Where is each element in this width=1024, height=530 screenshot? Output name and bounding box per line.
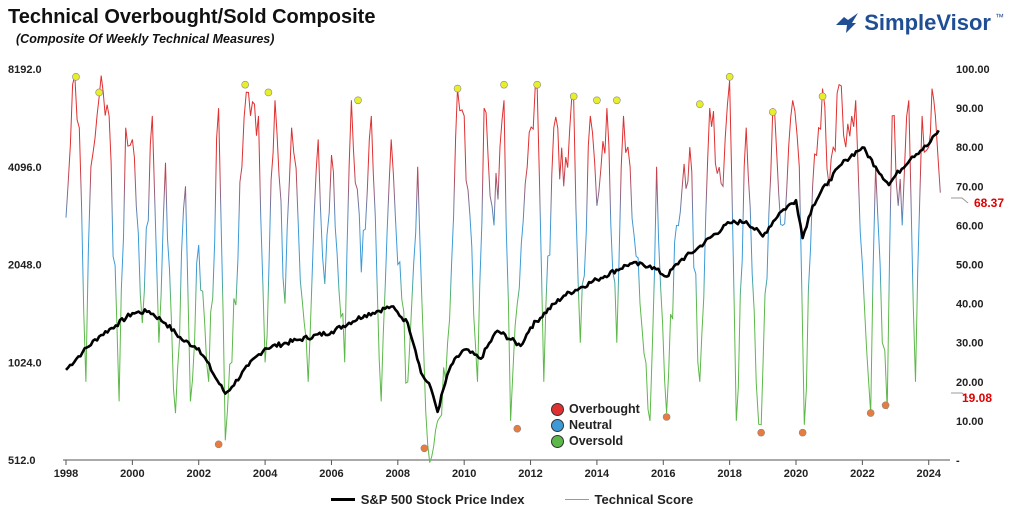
x-tick-label: 2010: [452, 468, 476, 480]
legend-score: Technical Score: [564, 492, 694, 507]
peak-marker: [95, 88, 103, 97]
trough-marker: [881, 401, 890, 410]
score-last-low-label: 19.08: [962, 391, 992, 405]
peak-marker: [500, 80, 508, 89]
x-tick-label: 1998: [54, 468, 78, 480]
peak-marker: [533, 80, 541, 89]
x-tick-label: 2024: [916, 468, 941, 480]
x-tick-label: 2002: [186, 468, 210, 480]
x-tick-label: 2012: [518, 468, 542, 480]
right-tick-label: 30.00: [956, 338, 984, 350]
brand-logo: SimpleVisor ™: [834, 10, 1004, 36]
right-tick-label: 100.00: [956, 64, 990, 76]
right-tick-label: 60.00: [956, 220, 984, 232]
right-axis-ticks: 100.00 90.00 80.00 70.00 60.00 50.00 40.00 30.0…: [956, 64, 990, 467]
trough-marker: [420, 444, 429, 453]
right-tick-label: 10.00: [956, 416, 984, 428]
peak-marker: [725, 73, 734, 81]
legend-neutral: Neutral: [551, 417, 640, 433]
x-tick-label: 2016: [651, 468, 675, 480]
right-tick-label: 80.00: [956, 142, 984, 154]
score-swatch-icon: [564, 499, 589, 500]
brand-name: SimpleVisor: [864, 10, 991, 35]
right-tick-label: 90.00: [956, 103, 984, 115]
left-tick-label: 2048.0: [8, 260, 42, 272]
score-last-high-label: 68.37: [974, 196, 1004, 210]
legend-oversold: Oversold: [551, 433, 640, 449]
x-tick-label: 2014: [585, 468, 610, 480]
left-tick-label: 1024.0: [8, 357, 42, 369]
peak-marker: [241, 80, 249, 89]
legend-oversold-label: Oversold: [569, 434, 624, 448]
left-tick-label: 8192.0: [8, 64, 42, 76]
sp500-swatch-icon: [330, 498, 355, 501]
trough-marker: [513, 424, 522, 433]
x-tick-label: 2006: [319, 468, 343, 480]
neutral-dot-icon: [551, 418, 564, 432]
right-tick-label: 70.00: [956, 181, 984, 193]
technical-score-line: [65, 75, 941, 463]
trough-marker: [757, 428, 765, 437]
legend-score-label: Technical Score: [594, 492, 694, 507]
x-tick-label: 2018: [717, 468, 741, 480]
chart-title: Technical Overbought/Sold Composite: [8, 6, 376, 28]
legend-neutral-label: Neutral: [569, 418, 613, 432]
overbought-dot-icon: [551, 402, 564, 416]
left-tick-label: 512.0: [8, 455, 36, 467]
sp500-line: [65, 129, 940, 414]
oversold-dot-icon: [551, 434, 564, 448]
peak-marker: [453, 84, 462, 93]
eagle-icon: [836, 13, 859, 33]
brand-trademark: ™: [995, 12, 1004, 22]
x-tick-label: 2020: [784, 468, 808, 480]
peak-marker: [818, 92, 827, 101]
score-low-leader: [951, 392, 969, 399]
x-tick-label: 2022: [850, 468, 874, 480]
peak-marker: [768, 108, 777, 116]
legend-overbought-label: Overbought: [569, 402, 640, 416]
x-tick-label: 2004: [253, 468, 278, 480]
left-tick-label: 4096.0: [8, 162, 42, 174]
chart-subtitle: (Composite Of Weekly Technical Measures): [16, 32, 275, 46]
legend-sp500: S&P 500 Stock Price Index: [330, 492, 525, 507]
trough-marker: [798, 428, 807, 437]
score-high-leader: [951, 197, 969, 204]
peak-marker: [354, 96, 362, 105]
peak-marker: [569, 92, 578, 101]
legend-overbought: Overbought: [551, 401, 640, 417]
x-tick-label: 2000: [120, 468, 144, 480]
left-axis-ticks: 8192.0 4096.0 2048.0 1024.0 512.0: [8, 64, 42, 467]
peak-marker: [72, 73, 80, 81]
right-tick-label: 40.00: [956, 299, 984, 311]
right-tick-label: 50.00: [956, 260, 984, 272]
right-tick-label: -: [956, 455, 960, 467]
peak-marker: [593, 96, 601, 105]
legend-sp500-label: S&P 500 Stock Price Index: [360, 492, 525, 507]
right-tick-label: 20.00: [956, 377, 984, 389]
peak-marker: [264, 88, 273, 97]
zone-legend: Overbought Neutral Oversold: [551, 401, 640, 449]
markers: [72, 73, 890, 453]
trough-marker: [214, 440, 223, 449]
trough-marker: [662, 413, 671, 421]
peak-marker: [613, 96, 621, 105]
peak-marker: [695, 100, 704, 108]
x-tick-label: 2008: [386, 468, 410, 480]
series-legend: S&P 500 Stock Price Index Technical Scor…: [0, 492, 1024, 507]
x-axis-ticks: 1998 2000 2002 2004 2006 2008 2010 2012 2014 2016…: [54, 460, 942, 480]
trough-marker: [866, 409, 875, 417]
